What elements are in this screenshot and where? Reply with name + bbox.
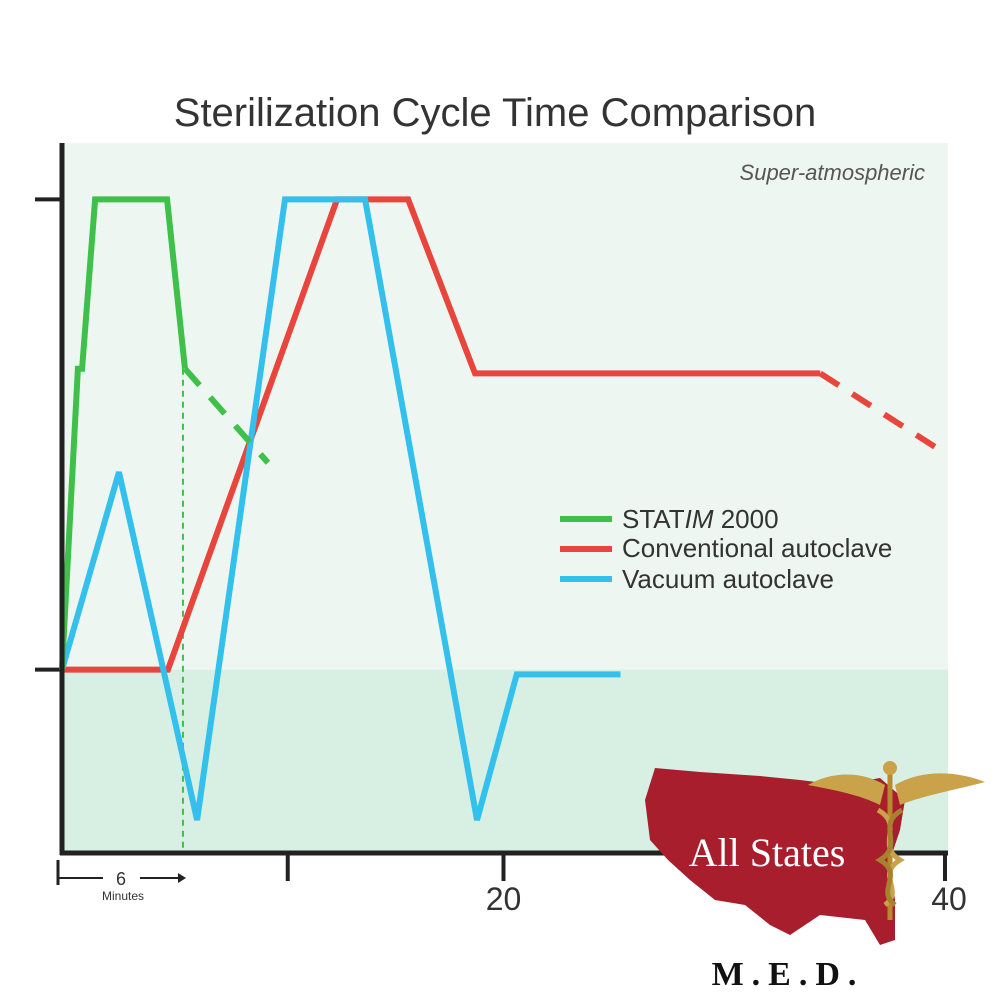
series-dashed-conventional-autoclave (818, 370, 947, 456)
x-tick-label: 20 (486, 881, 522, 917)
logo-name: All States (689, 830, 846, 875)
series-line-conventional-autoclave (62, 196, 821, 673)
x-tick-label: 40 (931, 881, 967, 917)
legend-label-conventional: Conventional autoclave (622, 533, 892, 563)
legend: STATIM 2000 Conventional autoclave Vacuu… (560, 504, 892, 594)
chart-title: Sterilization Cycle Time Comparison (174, 91, 816, 135)
super-atmospheric-region (62, 143, 948, 670)
caduceus-icon (808, 761, 985, 920)
all-states-med-logo: All States M.E.D. (645, 761, 985, 993)
six-minute-span: 6 Minutes (56, 860, 186, 903)
legend-label-statim: STATIM 2000 (622, 504, 779, 534)
legend-label-vacuum: Vacuum autoclave (622, 564, 834, 594)
series-line-statim-2000 (59, 196, 188, 670)
logo-subtitle: M.E.D. (712, 956, 865, 993)
usa-map-shape (645, 768, 905, 945)
series-line-vacuum-autoclave (59, 196, 621, 821)
span-unit: Minutes (102, 889, 144, 903)
region-label: Super-atmospheric (740, 160, 925, 185)
span-value: 6 (116, 869, 126, 889)
series-dashed-statim-2000 (182, 366, 271, 465)
